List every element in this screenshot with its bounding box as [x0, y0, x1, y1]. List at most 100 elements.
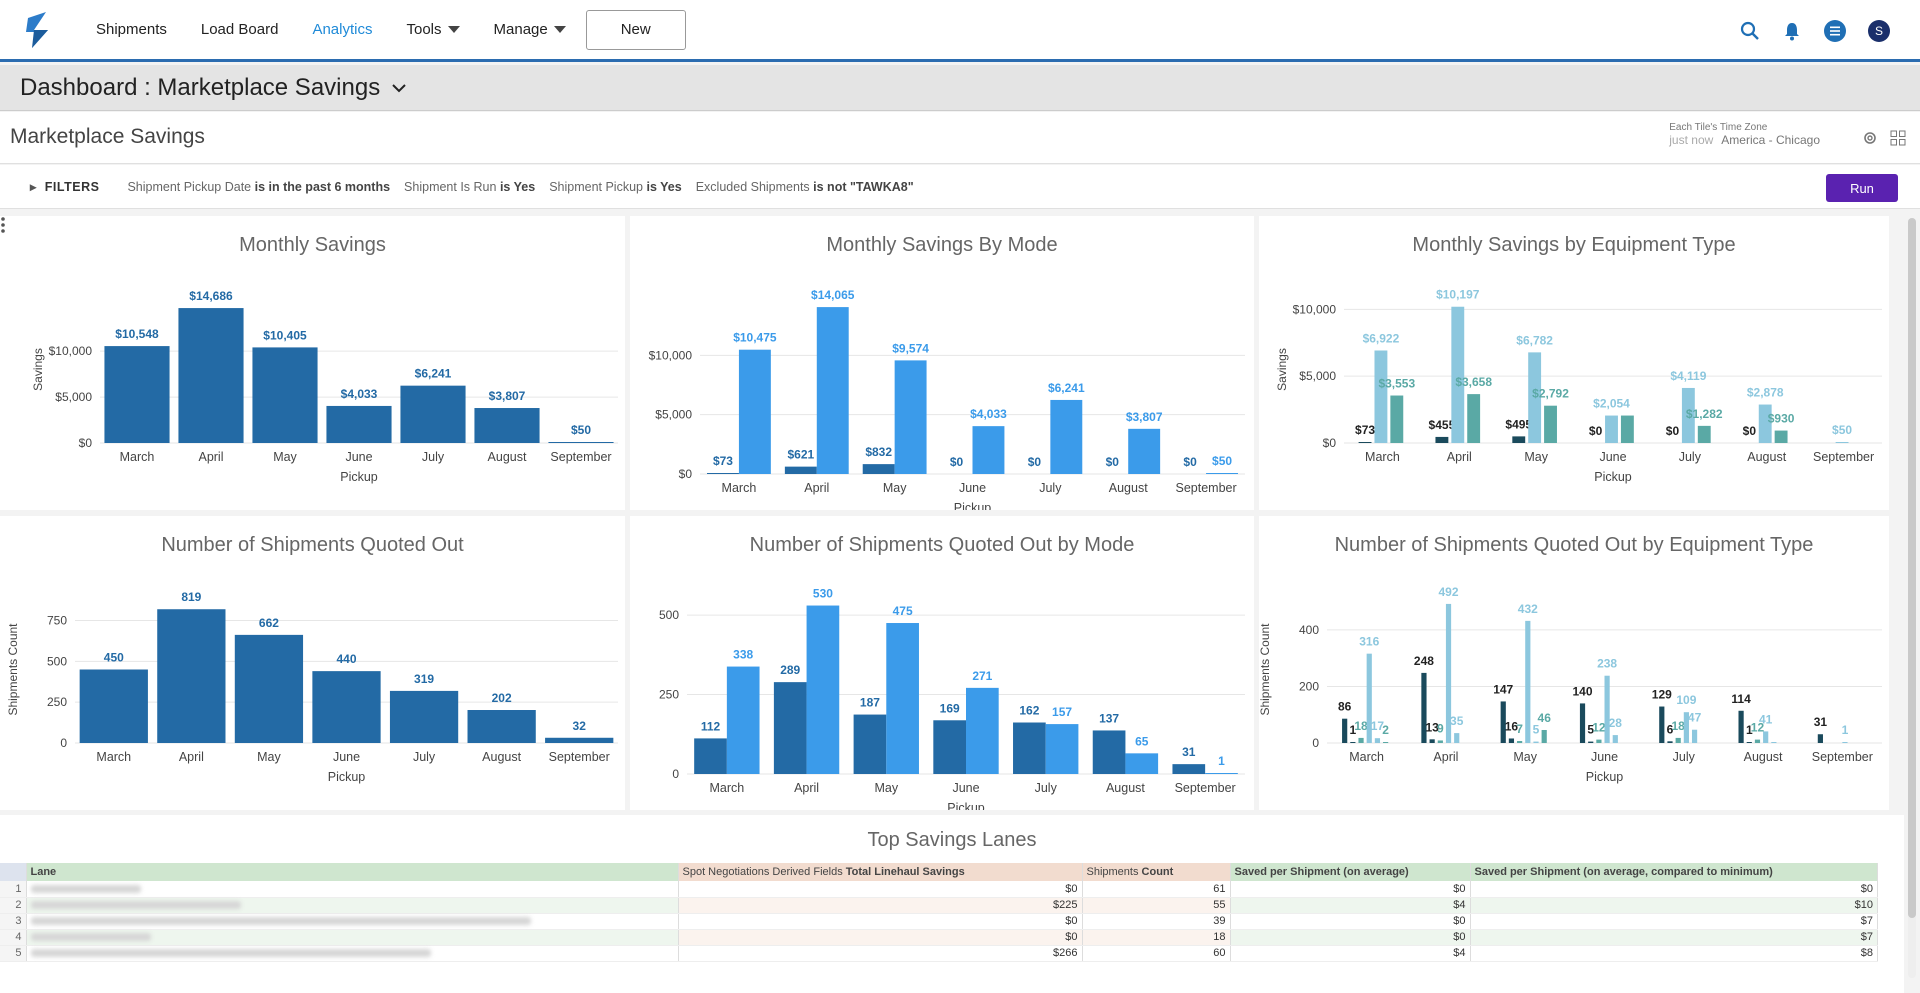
lane-cell[interactable] — [26, 913, 679, 930]
more-options-icon[interactable] — [0, 216, 6, 234]
filter-condition: is Yes — [646, 179, 682, 194]
bar — [400, 385, 466, 443]
table-row[interactable]: 3 $0 39 $0 $7 — [0, 913, 1878, 930]
bar — [1681, 387, 1695, 443]
filter-field: Shipment Pickup Date — [127, 179, 252, 194]
bar — [1817, 734, 1823, 743]
chevron-down-icon[interactable] — [392, 81, 406, 95]
data-label: $3,658 — [1455, 375, 1492, 389]
filter-pickup-date[interactable]: Shipment Pickup Date is in the past 6 mo… — [127, 180, 390, 194]
list-icon[interactable] — [1824, 20, 1846, 42]
x-tick-label: June — [345, 450, 372, 464]
lane-cell[interactable] — [26, 897, 679, 914]
filters-toggle[interactable]: FILTERS — [30, 179, 99, 194]
bar — [1544, 405, 1557, 443]
bar — [1697, 425, 1711, 443]
data-label: 114 — [1731, 692, 1751, 706]
bar — [312, 671, 381, 743]
header-prefix: Spot Negotiations Derived Fields — [682, 866, 846, 878]
dashboard-title[interactable]: Dashboard : Marketplace Savings — [20, 73, 381, 101]
bar — [1604, 675, 1610, 743]
bar — [1517, 741, 1523, 743]
bar — [1206, 473, 1238, 474]
filter-pickup[interactable]: Shipment Pickup is Yes — [549, 180, 682, 194]
data-label: 109 — [1676, 693, 1696, 707]
data-label: $2,054 — [1593, 397, 1630, 411]
data-label: $0 — [1106, 455, 1120, 469]
bar — [234, 634, 304, 743]
x-tick-label: March — [1349, 750, 1384, 764]
nav-tools[interactable]: Tools — [406, 21, 460, 38]
chart-monthly-savings: $0 $5,000 $10,000 Savings $10,548 March $14,68… — [31, 289, 618, 484]
column-header-count[interactable]: Shipments Count — [1082, 863, 1231, 881]
data-label: $0 — [1666, 424, 1680, 438]
nav-load-board[interactable]: Load Board — [200, 21, 279, 38]
x-axis-label: Pickup — [340, 470, 378, 484]
search-icon[interactable] — [1740, 21, 1760, 41]
lane-cell[interactable] — [26, 945, 679, 962]
avg-cell: $0 — [1230, 929, 1471, 946]
tile-monthly-savings-by-equipment: $0 $5,000 $10,000 Savings $73 $6,922 $3,553 Mar… — [1259, 216, 1889, 510]
top-navigation: Shipments Load Board Analytics Tools Man… — [0, 0, 1920, 62]
nav-shipments[interactable]: Shipments — [96, 21, 167, 38]
filter-excluded[interactable]: Excluded Shipments is not "TAWKA8" — [696, 180, 914, 194]
lane-cell[interactable] — [26, 929, 679, 946]
lane-cell[interactable] — [26, 881, 679, 898]
nav-analytics[interactable]: Analytics — [312, 21, 373, 38]
table-row[interactable]: 5 $266 60 $4 $8 — [0, 945, 1878, 962]
app-logo-icon[interactable] — [20, 10, 60, 50]
bar — [1541, 729, 1547, 743]
new-button[interactable]: New — [585, 9, 686, 50]
y-tick-label: $10,000 — [1293, 302, 1337, 316]
run-button[interactable]: Run — [1826, 174, 1898, 202]
column-header-min[interactable]: Saved per Shipment (on average, compared… — [1470, 863, 1878, 881]
table-row[interactable]: 4 $0 18 $0 $7 — [0, 929, 1878, 946]
data-label: $2,792 — [1532, 387, 1569, 401]
filter-condition: is not "TAWKA8" — [813, 179, 914, 194]
redacted-lane — [30, 917, 531, 926]
y-tick-label: $0 — [679, 467, 693, 481]
table-row[interactable]: 1 $0 61 $0 $0 — [0, 881, 1878, 898]
bar — [545, 737, 614, 743]
column-header-avg[interactable]: Saved per Shipment (on average) — [1230, 863, 1471, 881]
filter-is-run[interactable]: Shipment Is Run is Yes — [404, 180, 535, 194]
bar — [1763, 731, 1769, 743]
x-tick-label: August — [1109, 481, 1148, 495]
savings-lanes-table: Lane Spot Negotiations Derived Fields To… — [0, 863, 1878, 962]
min-cell: $8 — [1470, 945, 1878, 962]
bar — [1659, 706, 1665, 743]
tile-monthly-savings-by-mode: $0 $5,000 $10,000 $73 $10,475 March $621 $14,06… — [630, 216, 1254, 510]
data-label: 6 — [1667, 722, 1674, 736]
savings-cell: $0 — [678, 881, 1083, 898]
nav-manage[interactable]: Manage — [494, 21, 566, 38]
bar — [886, 623, 919, 774]
table-row[interactable]: 2 $225 55 $4 $10 — [0, 897, 1878, 914]
bar — [738, 349, 771, 474]
data-label: 112 — [701, 719, 721, 733]
page-scrollbar[interactable] — [1908, 218, 1916, 978]
timezone-info[interactable]: Each Tile's Time Zone just now America -… — [1669, 122, 1820, 147]
tile-title: Monthly Savings by Equipment Type — [1412, 234, 1736, 256]
x-axis-label: Pickup — [1586, 770, 1624, 784]
gear-icon[interactable] — [1862, 130, 1878, 146]
x-tick-label: April — [804, 481, 829, 495]
user-avatar[interactable]: S — [1868, 20, 1890, 42]
bar — [1500, 701, 1506, 743]
bar — [389, 690, 459, 743]
bar — [1125, 753, 1159, 774]
grid-icon[interactable] — [1890, 130, 1906, 146]
x-tick-label: August — [1744, 750, 1783, 764]
bar — [178, 308, 244, 443]
y-tick-label: $10,000 — [649, 348, 693, 362]
column-header-savings[interactable]: Spot Negotiations Derived Fields Total L… — [678, 863, 1083, 881]
column-header-lane[interactable]: Lane — [26, 863, 679, 881]
data-label: 147 — [1493, 682, 1513, 696]
data-label: 12 — [1592, 721, 1606, 735]
scrollbar-thumb[interactable] — [1908, 218, 1916, 918]
redacted-lane — [30, 949, 431, 958]
bell-icon[interactable] — [1782, 21, 1802, 41]
data-label: $3,807 — [489, 389, 526, 403]
data-label: $50 — [1212, 454, 1232, 468]
bar — [1467, 394, 1481, 443]
